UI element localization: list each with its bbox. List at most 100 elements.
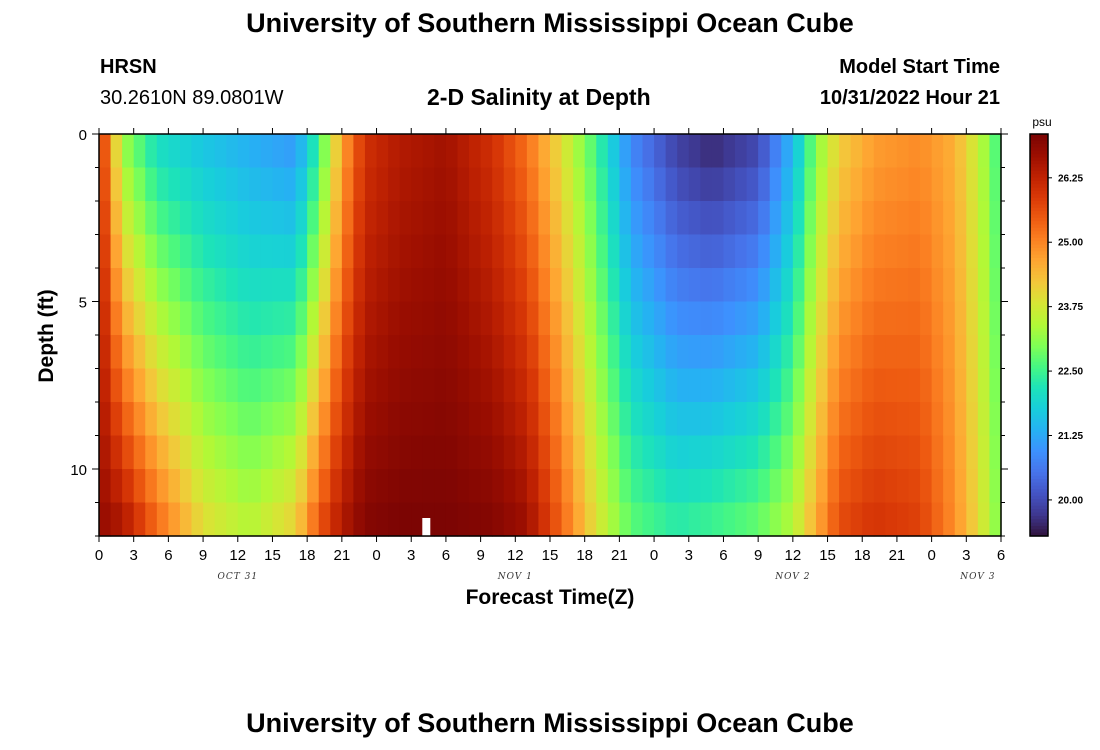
heatmap-cell [353, 268, 366, 303]
heatmap-cell [445, 368, 459, 403]
heatmap-cell [399, 134, 412, 169]
heatmap-cell [943, 335, 956, 370]
colorbar-swatch [1030, 150, 1048, 155]
heatmap-cell [781, 335, 794, 370]
heatmap-cell [411, 502, 424, 537]
heatmap-cell [711, 435, 725, 470]
colorbar-swatch [1030, 485, 1048, 490]
heatmap-cell [804, 234, 817, 269]
heatmap-cell [99, 134, 112, 169]
heatmap-cell [364, 502, 378, 537]
heatmap-cell [850, 435, 863, 470]
heatmap-cell [550, 234, 563, 269]
colorbar: 20.00 21.25 22.50 23.75 25.00 26.25 [1029, 133, 1083, 537]
heatmap-cell [341, 167, 355, 202]
heatmap-cell [526, 167, 540, 202]
heatmap-cell [388, 268, 401, 303]
heatmap-cell [272, 435, 285, 470]
colorbar-swatch [1030, 194, 1048, 199]
heatmap-cell [457, 435, 470, 470]
station-coords: 30.2610N 89.0801W [100, 87, 284, 109]
heatmap-cell [573, 167, 586, 202]
heatmap-cell [445, 201, 459, 236]
heatmap-cell [931, 402, 944, 437]
heatmap-cell [977, 201, 991, 236]
heatmap-cell [341, 335, 355, 370]
heatmap-cell [422, 134, 435, 169]
heatmap-cell [295, 167, 308, 202]
heatmap-cell [850, 234, 863, 269]
heatmap-cell [156, 502, 169, 537]
heatmap-cell [260, 502, 274, 537]
heatmap-cell [445, 335, 459, 370]
heatmap-cell [260, 234, 274, 269]
heatmap-cell [989, 502, 1002, 537]
heatmap-cell [503, 301, 516, 336]
colorbar-swatch [1030, 405, 1048, 410]
heatmap-cell [654, 268, 667, 303]
heatmap-cell [735, 402, 748, 437]
heatmap-cell [480, 201, 493, 236]
colorbar-swatch [1030, 197, 1048, 202]
heatmap-cell [99, 301, 112, 336]
colorbar-swatch [1030, 308, 1048, 313]
heatmap-cell [920, 134, 933, 169]
heatmap-cell [399, 435, 412, 470]
heatmap-cell [434, 134, 447, 169]
heatmap-cell [584, 402, 597, 437]
heatmap-cell [746, 167, 759, 202]
heatmap-cell [376, 335, 389, 370]
heatmap-cell [966, 234, 979, 269]
heatmap-cell [214, 201, 227, 236]
heatmap-cell [422, 234, 435, 269]
heatmap-cell [214, 368, 227, 403]
heatmap-cell [237, 402, 250, 437]
heatmap-cell [457, 134, 470, 169]
heatmap-cell [99, 368, 112, 403]
heatmap-cell [700, 502, 713, 537]
heatmap-cell [989, 435, 1002, 470]
heatmap-cell [318, 335, 331, 370]
heatmap-cell [723, 402, 736, 437]
colorbar-swatch [1030, 284, 1048, 289]
heatmap-cell [792, 368, 806, 403]
colorbar-swatch [1030, 278, 1048, 282]
colorbar-swatch [1030, 237, 1048, 242]
colorbar-swatch [1030, 331, 1048, 336]
heatmap-cell [920, 167, 933, 202]
heatmap-cell [307, 301, 320, 336]
heatmap-cell [284, 268, 297, 303]
heatmap-cell [827, 368, 840, 403]
heatmap-cell [284, 469, 297, 504]
heatmap-cell [515, 368, 528, 403]
heatmap-cell [249, 234, 262, 269]
x-axis: 0 3 6 9 12 15 18 21 0 3 6 9 12 15 18 21 0 3 6 9 12 15 18 21 0 3 6 O… [95, 128, 1005, 582]
colorbar-swatch [1030, 351, 1048, 356]
heatmap-cell [295, 134, 308, 169]
heatmap-cell [665, 402, 678, 437]
x-tick-label: 0 [95, 547, 103, 564]
x-tick-label: 9 [476, 547, 484, 564]
heatmap-cell [607, 368, 620, 403]
heatmap-cell [318, 234, 331, 269]
heatmap-cell [943, 368, 956, 403]
heatmap-cell [596, 268, 609, 303]
heatmap-cell [156, 268, 169, 303]
day-label: NOV 3 [959, 572, 995, 582]
colorbar-swatch [1030, 341, 1048, 346]
heatmap-cell [179, 435, 193, 470]
heatmap-cell [168, 167, 181, 202]
heatmap-cell [723, 134, 736, 169]
heatmap-cell [584, 502, 597, 537]
heatmap-cell [573, 301, 586, 336]
heatmap-cell [249, 134, 262, 169]
heatmap-cell [827, 268, 840, 303]
colorbar-swatch [1030, 455, 1048, 460]
heatmap-cell [723, 301, 736, 336]
heatmap-cell [226, 234, 239, 269]
heatmap-cell [700, 167, 713, 202]
heatmap-cell [295, 469, 308, 504]
heatmap-cell [457, 502, 470, 537]
heatmap-cell [249, 167, 262, 202]
